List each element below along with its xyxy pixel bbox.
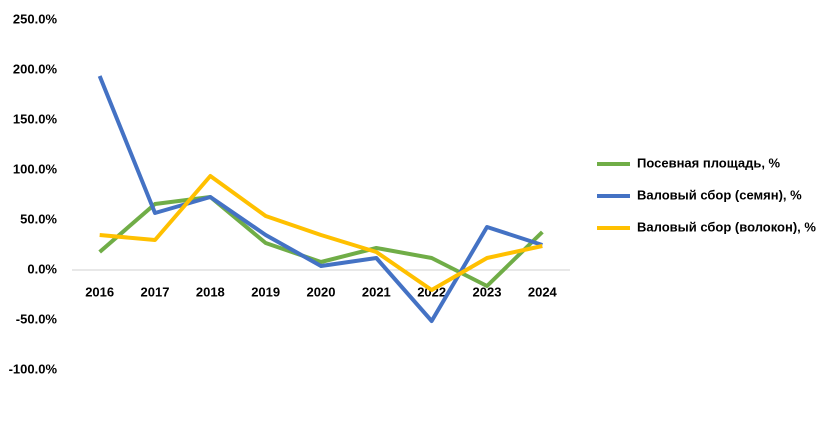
x-tick-label: 2024 <box>528 284 558 299</box>
x-tick-label: 2020 <box>307 284 336 299</box>
y-tick-label: 0.0% <box>27 261 57 276</box>
y-tick-label: -100.0% <box>9 361 58 376</box>
x-tick-label: 2023 <box>473 284 502 299</box>
series-line <box>99 174 543 292</box>
x-tick-label: 2019 <box>251 284 280 299</box>
x-tick-label: 2018 <box>196 284 225 299</box>
y-tick-label: -50.0% <box>16 311 58 326</box>
legend-label: Валовый сбор (волокон), % <box>637 219 816 234</box>
x-tick-label: 2016 <box>85 284 114 299</box>
legend-label: Посевная площадь, % <box>637 155 781 170</box>
y-tick-label: 250.0% <box>13 11 58 26</box>
series-line <box>97 75 543 323</box>
y-tick-label: 100.0% <box>13 161 58 176</box>
y-tick-label: 50.0% <box>20 211 57 226</box>
series-line <box>98 195 544 288</box>
x-tick-label: 2021 <box>362 284 391 299</box>
y-tick-label: 200.0% <box>13 61 58 76</box>
y-tick-label: 150.0% <box>13 111 58 126</box>
x-tick-label: 2017 <box>141 284 170 299</box>
legend-label: Валовый сбор (семян), % <box>637 187 802 202</box>
